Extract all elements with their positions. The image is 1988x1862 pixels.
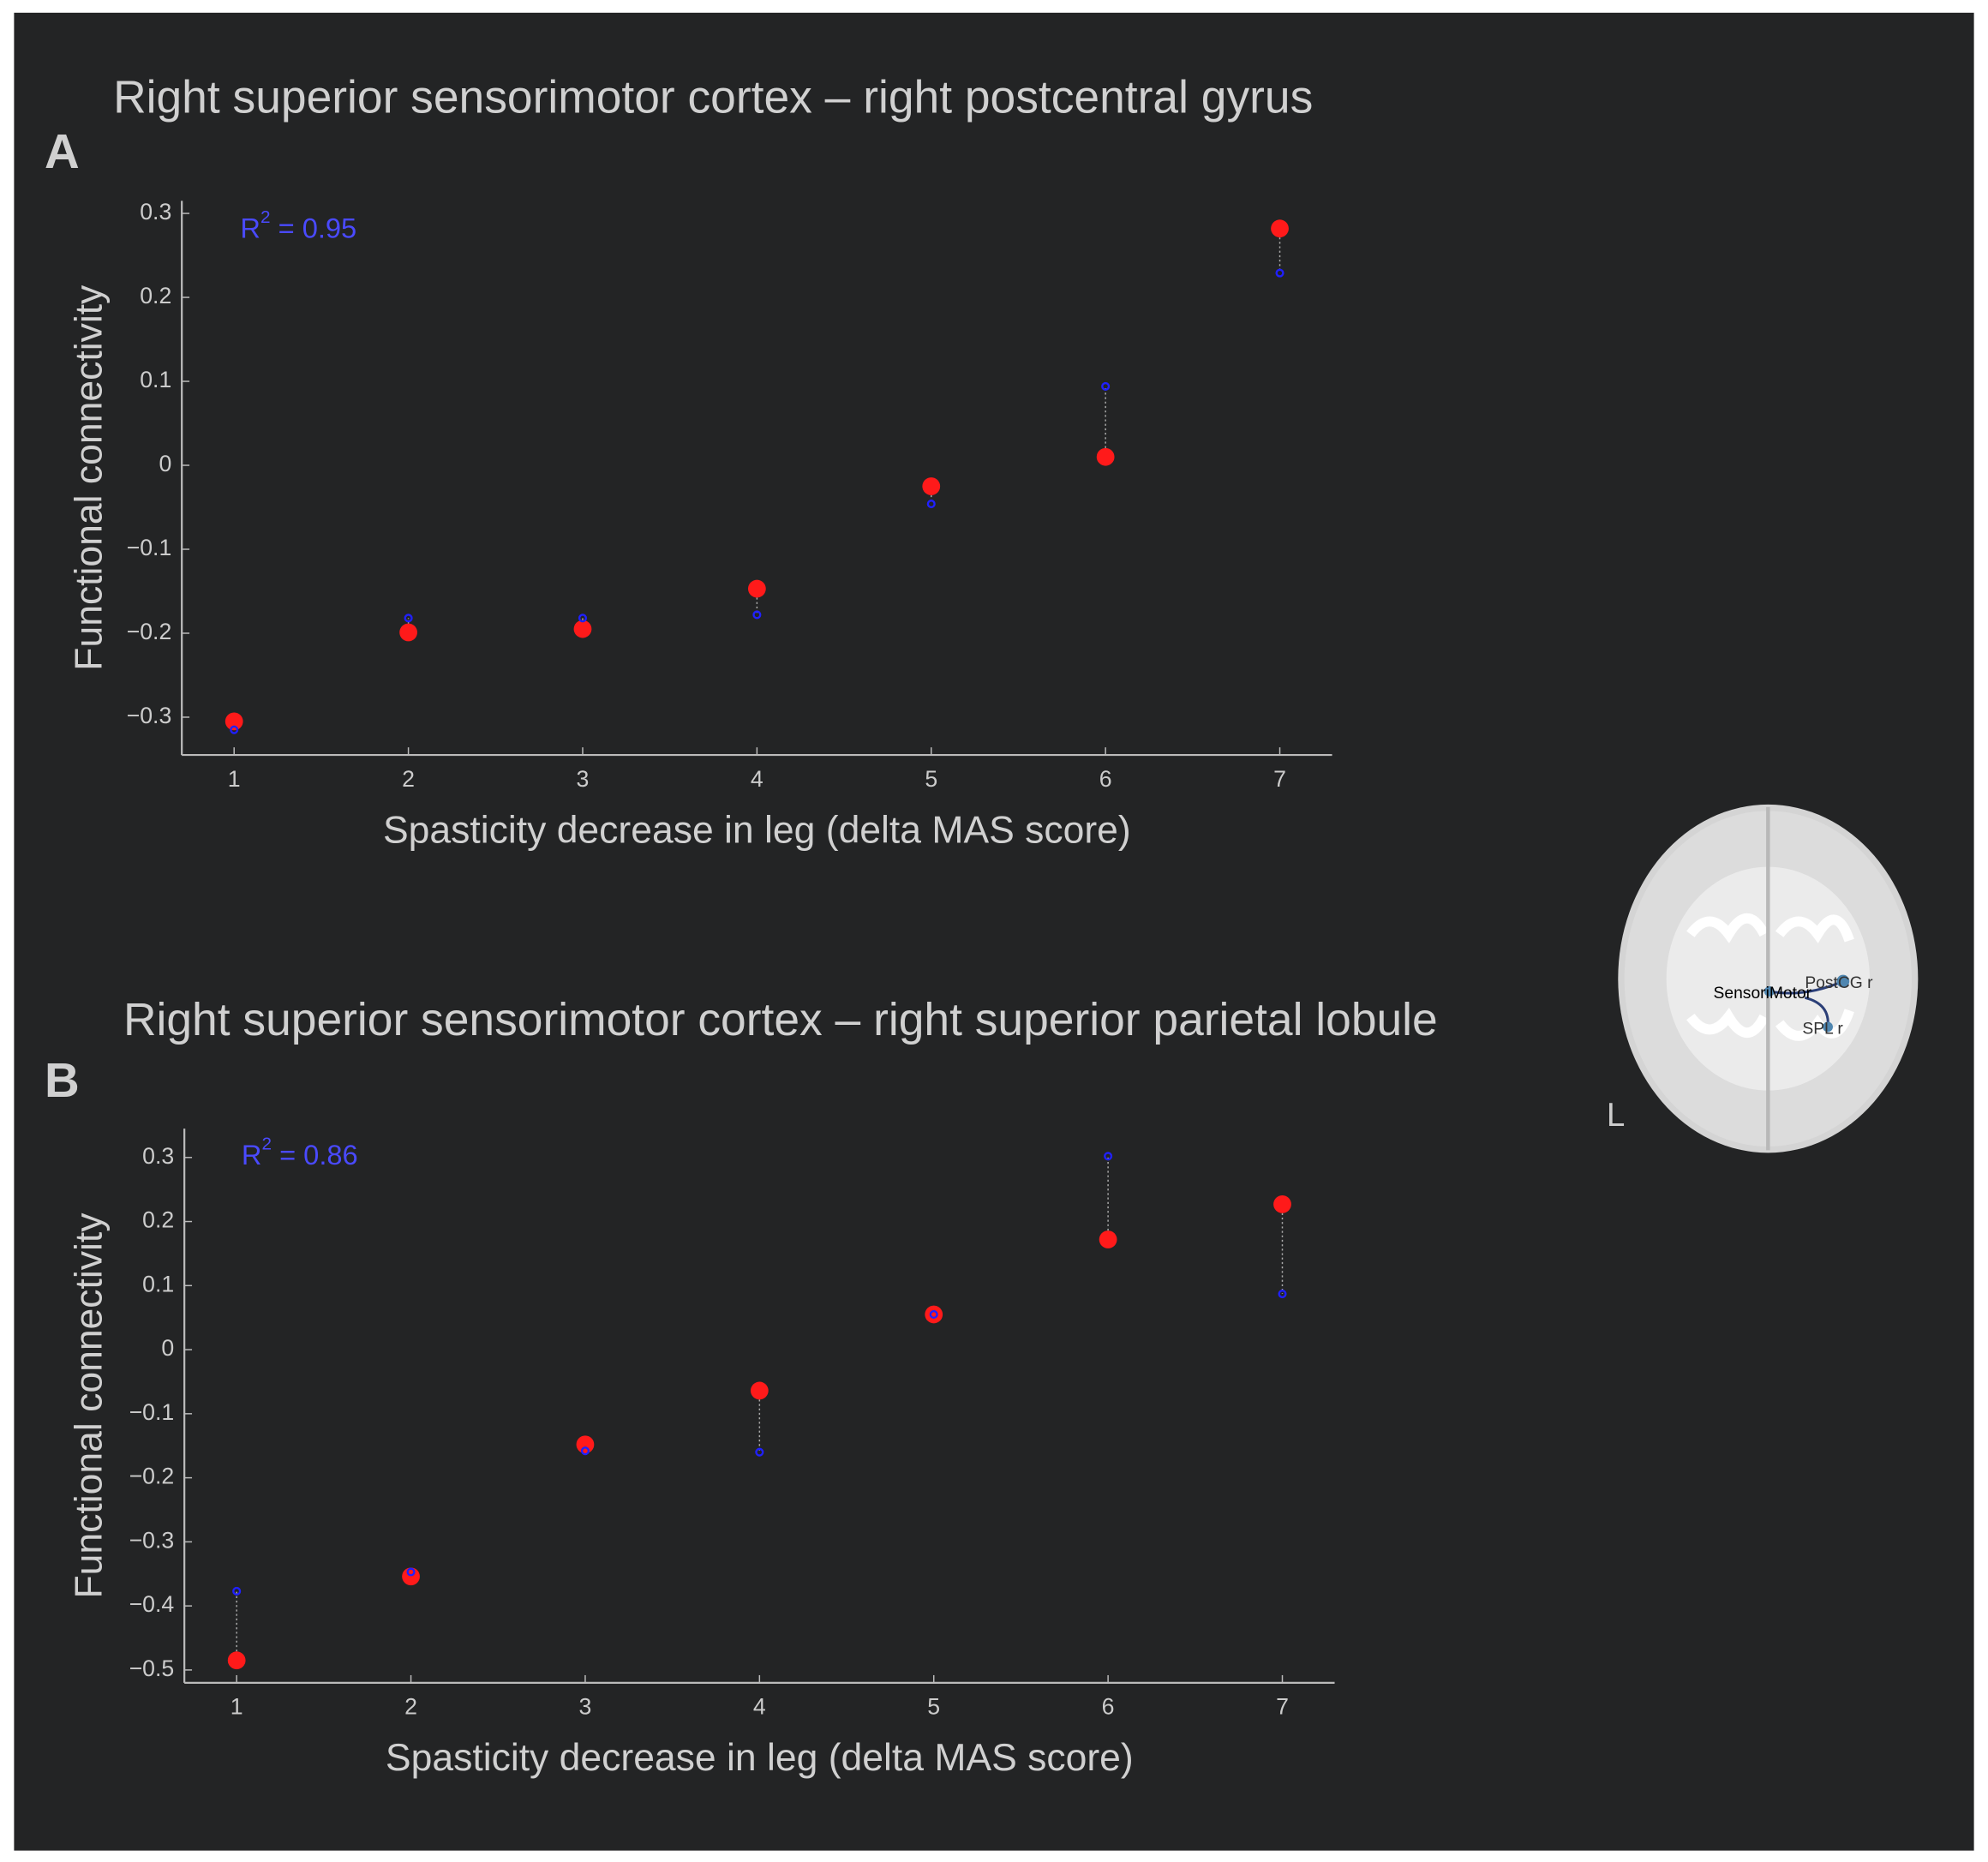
region-label: PostCG r: [1805, 974, 1873, 992]
chart-title: Right superior sensorimotor cortex – rig…: [123, 995, 1438, 1045]
y-tick-label: 0.3: [142, 1143, 174, 1169]
panel-label: B: [45, 1053, 80, 1107]
fitted-point: [926, 500, 936, 509]
x-tick-label: 6: [1099, 766, 1112, 792]
y-tick-label: 0.1: [142, 1271, 174, 1296]
x-tick-label: 4: [751, 766, 763, 792]
annotation-text: = 0.95: [271, 212, 357, 243]
fitted-point: [755, 1447, 764, 1457]
fitted-point: [578, 614, 588, 623]
y-tick-label: −0.1: [127, 535, 172, 560]
fitted-point: [1275, 268, 1284, 278]
x-tick-label: 1: [228, 766, 241, 792]
observed-point: [750, 1381, 769, 1400]
observed-point: [1273, 1194, 1291, 1213]
y-tick-label: 0.3: [140, 199, 171, 225]
y-tick-label: −0.1: [129, 1399, 175, 1425]
x-tick-label: 2: [404, 1694, 417, 1720]
observed-point: [1099, 1230, 1117, 1248]
y-tick-label: 0.2: [142, 1207, 174, 1233]
observed-point: [576, 1435, 595, 1454]
fitted-point: [404, 614, 413, 623]
panel-label: A: [45, 124, 80, 178]
x-tick-label: 5: [925, 766, 937, 792]
y-tick-label: −0.3: [129, 1527, 175, 1553]
observed-point: [1271, 219, 1289, 238]
fitted-point: [752, 610, 762, 620]
fitted-point: [230, 725, 239, 734]
x-tick-label: 6: [1102, 1694, 1115, 1720]
x-tick-label: 5: [927, 1694, 940, 1720]
fitted-point: [1278, 1289, 1287, 1299]
observed-point: [925, 1305, 943, 1324]
observed-point: [922, 477, 941, 495]
brain-gyri: [1686, 913, 1854, 1041]
observed-point: [402, 1567, 420, 1586]
side-label: L: [1607, 1097, 1625, 1134]
fitted-point: [406, 1567, 416, 1577]
y-tick-label: −0.3: [127, 703, 172, 728]
annotation-text: = 0.86: [272, 1138, 358, 1170]
y-tick-label: 0: [159, 451, 171, 476]
observed-point: [227, 1651, 246, 1670]
annotation-sup: 2: [261, 1135, 272, 1154]
y-tick-label: −0.4: [129, 1591, 175, 1617]
fitted-point: [580, 1446, 590, 1456]
fitted-point: [232, 1586, 242, 1596]
y-axis-label: Functional connectivity: [69, 1212, 111, 1599]
annotation-base: R: [242, 1138, 262, 1170]
observed-point: [573, 620, 592, 638]
x-axis-label: Spasticity decrease in leg (delta MAS sc…: [386, 1737, 1134, 1779]
x-tick-label: 1: [231, 1694, 243, 1720]
fitted-point: [1101, 381, 1111, 391]
y-tick-label: 0: [161, 1335, 174, 1361]
observed-point: [1096, 447, 1115, 466]
annotation: R2 = 0.95: [240, 208, 356, 243]
node: [1836, 974, 1850, 988]
fitted-point: [929, 1309, 938, 1320]
node: [1763, 986, 1775, 997]
annotation-base: R: [240, 212, 260, 243]
annotation-sup: 2: [260, 208, 271, 228]
x-axis-label: Spasticity decrease in leg (delta MAS sc…: [383, 809, 1131, 851]
brain-inset: SensoriMotor PostCG r SPL r L: [1607, 804, 1919, 1153]
y-tick-label: 0.1: [140, 367, 171, 392]
observed-point: [225, 712, 243, 731]
x-tick-label: 2: [402, 766, 415, 792]
fitted-point: [1104, 1152, 1113, 1161]
observed-point: [399, 623, 417, 642]
annotation: R2 = 0.86: [242, 1135, 358, 1170]
x-tick-label: 7: [1273, 766, 1286, 792]
y-tick-label: −0.2: [127, 619, 172, 644]
x-tick-label: 4: [753, 1694, 766, 1720]
y-tick-label: 0.2: [140, 283, 171, 308]
x-tick-label: 3: [579, 1694, 592, 1720]
x-tick-label: 7: [1276, 1694, 1289, 1720]
y-tick-label: −0.2: [129, 1464, 175, 1489]
region-label: SensoriMotor: [1714, 985, 1812, 1003]
y-axis-label: Functional connectivity: [69, 284, 111, 671]
node: [1823, 1021, 1833, 1033]
y-tick-label: −0.5: [129, 1655, 175, 1681]
chart-title: Right superior sensorimotor cortex – rig…: [113, 72, 1313, 123]
observed-point: [747, 579, 766, 598]
x-tick-label: 3: [577, 766, 590, 792]
region-label: SPL r: [1802, 1021, 1843, 1039]
